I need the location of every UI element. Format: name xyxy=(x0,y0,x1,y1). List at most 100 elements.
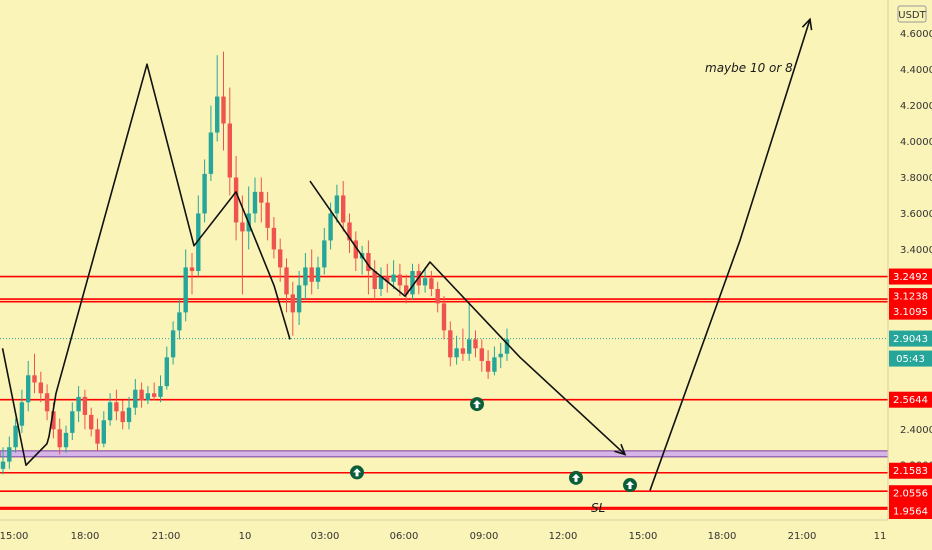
level-price-tag[interactable]: 3.2492 xyxy=(889,268,932,285)
candle-body[interactable] xyxy=(126,407,132,423)
candle-body[interactable] xyxy=(284,267,289,295)
candle-body[interactable] xyxy=(44,393,50,412)
candle-body[interactable] xyxy=(429,278,434,289)
wave-path-down[interactable] xyxy=(309,180,626,456)
candle-body[interactable] xyxy=(460,348,466,354)
level-price-tag[interactable]: 1.9564 xyxy=(889,503,932,519)
candle-body[interactable] xyxy=(32,375,37,383)
candle-body[interactable] xyxy=(215,96,220,133)
buy-signal-icon[interactable] xyxy=(470,397,484,412)
candle-body[interactable] xyxy=(435,288,440,304)
candle-body[interactable] xyxy=(441,303,447,331)
candle-body[interactable] xyxy=(63,432,69,448)
candle-body[interactable] xyxy=(158,386,163,397)
candle-body[interactable] xyxy=(26,375,31,403)
candle-body[interactable] xyxy=(233,177,239,223)
candle-body[interactable] xyxy=(347,222,352,241)
candle-body[interactable] xyxy=(51,411,56,430)
candle-body[interactable] xyxy=(177,312,182,331)
candle-body[interactable] xyxy=(334,195,340,214)
candle-body[interactable] xyxy=(278,249,283,268)
countdown-tag[interactable]: 05:43 xyxy=(889,350,932,367)
candle-body[interactable] xyxy=(404,285,409,295)
candle-body[interactable] xyxy=(397,274,403,286)
candle-body[interactable] xyxy=(498,353,503,358)
candle-body[interactable] xyxy=(183,267,188,313)
candle-body[interactable] xyxy=(70,411,75,433)
candle-body[interactable] xyxy=(208,132,214,174)
level-price-tag[interactable]: 2.5644 xyxy=(889,391,932,408)
candle-body[interactable] xyxy=(328,213,333,241)
candle-body[interactable] xyxy=(120,411,125,423)
candle-body[interactable] xyxy=(366,253,371,271)
candle-body[interactable] xyxy=(7,447,12,462)
candle-body[interactable] xyxy=(38,382,43,394)
candle-body[interactable] xyxy=(101,420,106,444)
candle-body[interactable] xyxy=(296,285,302,313)
last-price-tag[interactable]: 2.9043 xyxy=(889,330,932,347)
candle-body[interactable] xyxy=(196,213,201,271)
wave-path-main[interactable] xyxy=(1,63,291,467)
candle-body[interactable] xyxy=(309,267,314,282)
candle-body[interactable] xyxy=(391,274,396,282)
candle-body[interactable] xyxy=(139,389,144,401)
candle-body[interactable] xyxy=(82,396,88,415)
candle-body[interactable] xyxy=(133,389,138,408)
candle-body[interactable] xyxy=(227,123,232,178)
candle-body[interactable] xyxy=(372,271,377,289)
candle-body[interactable] xyxy=(422,278,428,286)
candle-body[interactable] xyxy=(170,330,176,358)
level-price-tag[interactable]: 2.1583 xyxy=(889,462,932,479)
candle-body[interactable] xyxy=(290,294,295,313)
candle-body[interactable] xyxy=(479,348,484,361)
candle-body[interactable] xyxy=(221,96,226,124)
candle-body[interactable] xyxy=(271,227,277,250)
candle-body[interactable] xyxy=(303,267,308,286)
candle-body[interactable] xyxy=(107,402,113,421)
candle-body[interactable] xyxy=(504,339,510,354)
candle-body[interactable] xyxy=(448,330,453,358)
candle-body[interactable] xyxy=(13,425,18,448)
candle-body[interactable] xyxy=(322,240,327,268)
buy-signal-icon[interactable] xyxy=(569,470,583,485)
candle-body[interactable] xyxy=(454,348,459,358)
candle-body[interactable] xyxy=(265,202,270,228)
candle-body[interactable] xyxy=(259,191,264,203)
level-price-tag[interactable]: 3.1238 xyxy=(889,288,932,305)
candle-body[interactable] xyxy=(95,429,100,444)
candle-body[interactable] xyxy=(353,240,358,259)
candle-body[interactable] xyxy=(341,195,346,223)
candle-body[interactable] xyxy=(152,393,157,397)
candle-body[interactable] xyxy=(114,402,119,412)
candle-body[interactable] xyxy=(202,173,207,214)
candle-body[interactable] xyxy=(19,402,25,426)
candle-body[interactable] xyxy=(315,267,321,282)
candle-body[interactable] xyxy=(57,429,62,448)
candle-body[interactable] xyxy=(410,271,415,295)
buy-signal-icon[interactable] xyxy=(350,465,364,480)
level-price-tag-bg xyxy=(889,503,932,519)
arrowhead-down xyxy=(614,443,627,456)
candle-body[interactable] xyxy=(189,267,195,271)
projection-path-up[interactable] xyxy=(649,18,811,491)
candle-body[interactable] xyxy=(145,393,151,401)
candle-body[interactable] xyxy=(76,396,81,412)
candle-body[interactable] xyxy=(252,191,258,214)
level-price-tag[interactable]: 2.0556 xyxy=(889,485,932,502)
candle-body[interactable] xyxy=(240,222,245,232)
candle-body[interactable] xyxy=(385,276,390,282)
support-zone xyxy=(0,450,889,458)
level-price-tag[interactable]: 3.1095 xyxy=(889,303,932,320)
buy-signal-icon[interactable] xyxy=(623,478,637,493)
time-tick-label: 18:00 xyxy=(708,531,737,542)
candle-body[interactable] xyxy=(164,357,169,387)
candle-body[interactable] xyxy=(473,339,478,349)
currency-badge[interactable] xyxy=(897,5,927,23)
candle-body[interactable] xyxy=(378,276,384,289)
candle-body[interactable] xyxy=(485,360,491,372)
candle-body[interactable] xyxy=(467,339,472,354)
candle-body[interactable] xyxy=(492,357,497,372)
candle-body[interactable] xyxy=(89,414,94,430)
candle-body[interactable] xyxy=(0,461,6,469)
